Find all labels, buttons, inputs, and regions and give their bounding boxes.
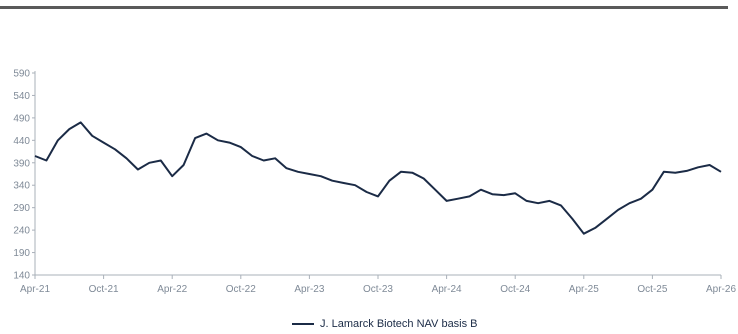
x-tick-label: Apr-22 [157, 284, 187, 295]
x-tick-label: Oct-22 [226, 284, 256, 295]
legend-swatch [292, 323, 314, 325]
y-tick-label: 440 [13, 136, 30, 147]
y-tick-label: 590 [13, 69, 30, 80]
x-tick-label: Oct-25 [637, 284, 667, 295]
y-tick-label: 240 [13, 226, 30, 237]
axes [34, 71, 721, 276]
y-tick-label: 390 [13, 158, 30, 169]
x-tick-label: Oct-23 [363, 284, 393, 295]
x-tick-label: Oct-21 [89, 284, 119, 295]
x-tick-label: Apr-25 [569, 284, 599, 295]
top-rule [0, 6, 728, 9]
y-tick-label: 540 [13, 91, 30, 102]
series-group [34, 121, 722, 235]
x-ticks: Apr-21 Oct-21 Apr-22 Oct-22 Apr-23 Oct-23 Apr-… [20, 275, 736, 295]
y-tick-label: 340 [13, 181, 30, 192]
x-tick-label: Apr-26 [706, 284, 736, 295]
y-tick-label: 490 [13, 113, 30, 124]
x-tick-label: Apr-21 [20, 284, 50, 295]
x-tick-label: Apr-23 [294, 284, 324, 295]
y-tick-label: 190 [13, 248, 30, 259]
series-line [34, 121, 722, 235]
legend-label: J. Lamarck Biotech NAV basis B [320, 318, 478, 330]
x-tick-label: Apr-24 [432, 284, 462, 295]
y-tick-label: 290 [13, 203, 30, 214]
legend: J. Lamarck Biotech NAV basis B [292, 318, 478, 330]
y-ticks: 140 190 240 290 340 390 440 490 540 590 [13, 69, 35, 282]
x-tick-label: Oct-24 [500, 284, 530, 295]
y-tick-label: 140 [13, 271, 30, 282]
